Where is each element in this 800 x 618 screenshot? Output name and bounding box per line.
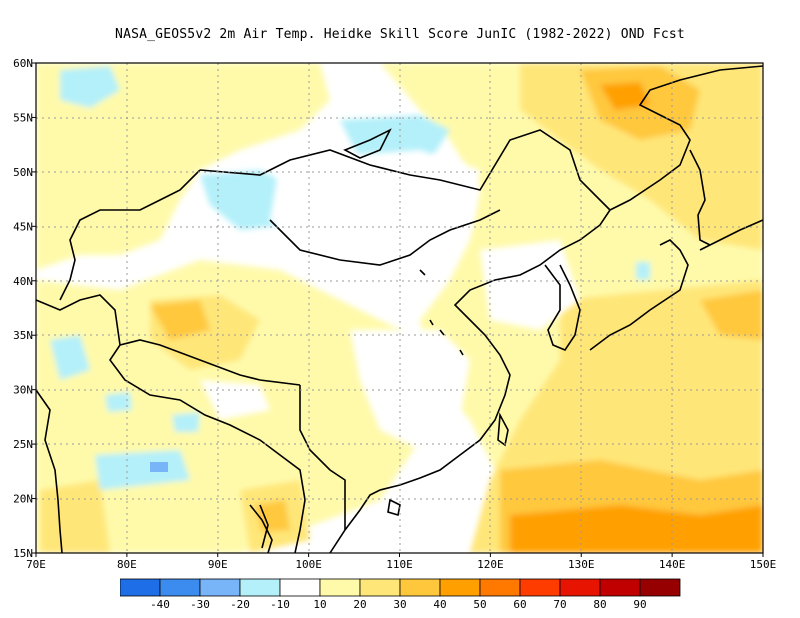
lon-tick-label: 140E [659, 558, 686, 571]
lon-axis: 70E 80E 90E 100E 110E 120E 130E 140E 150E [26, 553, 776, 571]
colorbar-label: 30 [393, 598, 406, 610]
colorbar-label: -30 [190, 598, 210, 610]
colorbar-label: 70 [553, 598, 566, 610]
chart-title: NASA_GEOS5v2 2m Air Temp. Heidke Skill S… [115, 27, 685, 42]
colorbar-swatch [159, 578, 201, 597]
colorbar-swatch [319, 578, 361, 597]
lat-tick-label: 35N [13, 329, 33, 342]
colorbar-label: 60 [513, 598, 526, 610]
colorbar-swatch [120, 578, 161, 597]
colorbar-swatch [559, 578, 601, 597]
colorbar-label: -40 [150, 598, 170, 610]
colorbar-swatch [239, 578, 281, 597]
colorbar-swatch [279, 578, 321, 597]
colorbar-label: 50 [473, 598, 486, 610]
colorbar-swatch [199, 578, 241, 597]
lat-tick-label: 55N [13, 111, 33, 124]
colorbar-swatch [359, 578, 401, 597]
colorbar-swatch [599, 578, 641, 597]
lat-axis: 15N 20N 25N 30N 35N 40N 45N 50N 55N 60N [13, 57, 36, 560]
colorbar-label: 90 [633, 598, 646, 610]
lon-tick-label: 130E [568, 558, 595, 571]
lon-tick-label: 120E [477, 558, 504, 571]
lon-tick-label: 80E [117, 558, 137, 571]
gridlines [36, 63, 763, 553]
lon-tick-label: 110E [386, 558, 413, 571]
lon-tick-label: 70E [26, 558, 46, 571]
lon-tick-label: 90E [208, 558, 228, 571]
colorbar-label: -10 [270, 598, 290, 610]
lat-tick-label: 15N [13, 547, 33, 560]
colorbar-label: 40 [433, 598, 446, 610]
colorbar: -40 -30 -20 -10 10 20 30 40 50 60 70 80 90 [120, 578, 681, 610]
colorbar-swatch [639, 578, 681, 597]
coastlines [36, 65, 763, 553]
lat-tick-label: 20N [13, 493, 33, 506]
lat-tick-label: 40N [13, 275, 33, 288]
colorbar-swatch [479, 578, 521, 597]
colorbar-label: -20 [230, 598, 250, 610]
lat-tick-label: 25N [13, 438, 33, 451]
lon-tick-label: 150E [750, 558, 777, 571]
colorbar-swatch [439, 578, 481, 597]
lat-tick-label: 60N [13, 57, 33, 70]
colorbar-swatch [399, 578, 441, 597]
lat-tick-label: 50N [13, 166, 33, 179]
colorbar-label: 20 [353, 598, 366, 610]
lat-tick-label: 45N [13, 220, 33, 233]
lat-tick-label: 30N [13, 384, 33, 397]
colorbar-swatch [519, 578, 561, 597]
colorbar-label: 80 [593, 598, 606, 610]
lon-tick-label: 100E [295, 558, 322, 571]
colorbar-label: 10 [313, 598, 326, 610]
